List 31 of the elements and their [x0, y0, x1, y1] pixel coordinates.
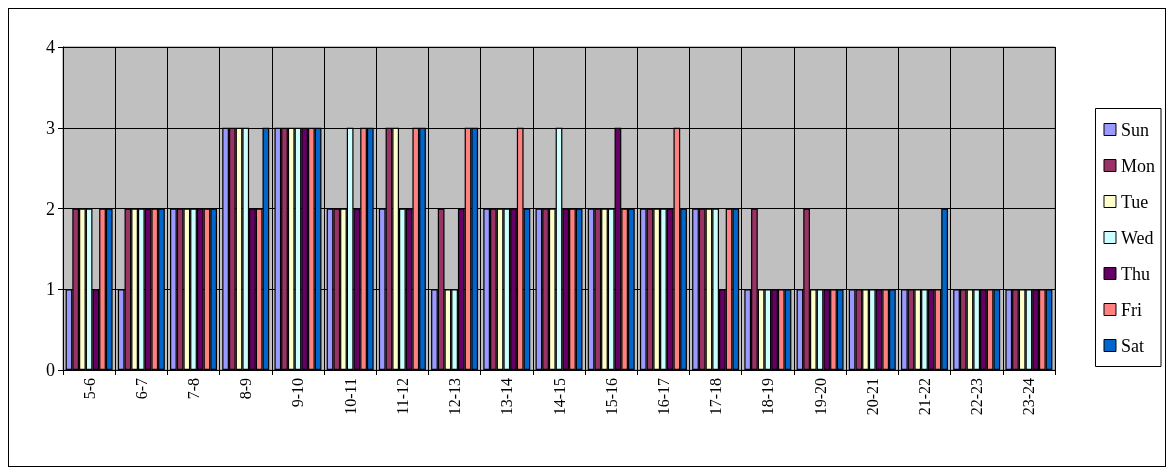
legend-label: Tue: [1121, 191, 1149, 212]
legend-label: Sat: [1121, 335, 1145, 356]
x-tick-label: 23-24: [1020, 378, 1038, 416]
x-tick-label: 16-17: [654, 378, 672, 416]
x-tick-label: 17-18: [707, 378, 725, 416]
y-tick-label: 4: [46, 37, 55, 57]
legend-label: Wed: [1121, 227, 1154, 248]
x-tick-label: 22-23: [968, 378, 986, 416]
x-tick-label: 18-19: [759, 378, 777, 416]
x-tick-label: 10-11: [341, 378, 359, 415]
legend-label: Mon: [1121, 155, 1156, 176]
x-tick-label: 5-6: [80, 378, 98, 400]
y-tick-label: 0: [46, 360, 55, 380]
legend-label: Thu: [1121, 263, 1150, 284]
x-tick-label: 20-21: [863, 378, 881, 416]
y-tick-label: 2: [46, 198, 55, 219]
x-tick-label: 8-9: [237, 378, 255, 400]
legend-label: Sun: [1121, 119, 1150, 140]
x-tick-label: 7-8: [185, 378, 203, 400]
x-tick-label: 15-16: [602, 378, 620, 416]
x-tick-label: 11-12: [393, 378, 411, 415]
x-tick-label: 21-22: [915, 378, 933, 416]
x-tick-label: 12-13: [446, 378, 464, 416]
x-tick-label: 9-10: [289, 378, 307, 408]
x-tick-label: 6-7: [132, 378, 150, 400]
x-tick-label: 13-14: [498, 378, 516, 416]
legend-label: Fri: [1121, 299, 1143, 320]
y-tick-label: 3: [46, 117, 55, 138]
y-tick-label: 1: [46, 279, 55, 300]
x-tick-label: 19-20: [811, 378, 829, 416]
x-tick-label: 14-15: [550, 378, 568, 416]
